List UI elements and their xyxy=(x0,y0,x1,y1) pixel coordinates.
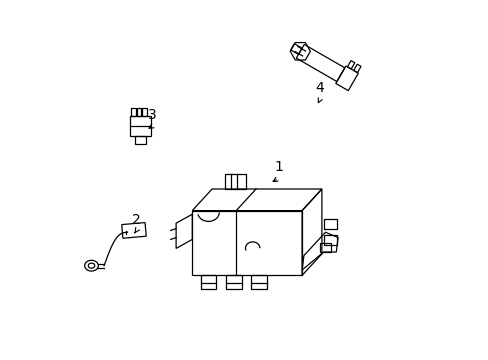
Text: 1: 1 xyxy=(274,161,283,174)
Text: 4: 4 xyxy=(315,81,324,95)
Text: 3: 3 xyxy=(148,108,157,122)
Text: 2: 2 xyxy=(132,213,141,226)
